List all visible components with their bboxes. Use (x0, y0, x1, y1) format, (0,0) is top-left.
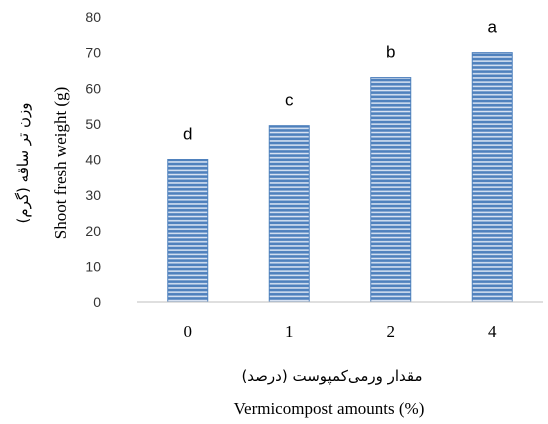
x-axis-ticks: 0 1 2 4 (184, 322, 498, 341)
bars (167, 52, 513, 303)
y-tick-label: 20 (85, 223, 101, 239)
y-tick-label: 60 (85, 80, 101, 96)
y-axis-title-en: Shoot fresh weight (g) (51, 87, 70, 240)
y-axis-ticks: 0 10 20 30 40 50 60 70 80 (85, 9, 101, 310)
x-axis-title-fa: مقدار ورمی‌کمپوست (درصد) (241, 367, 422, 386)
y-tick-label: 30 (85, 187, 101, 203)
bar-significance-label: c (285, 91, 294, 110)
bar (167, 159, 209, 303)
bar (370, 77, 412, 303)
y-tick-label: 40 (85, 152, 101, 168)
bar (471, 52, 513, 303)
x-tick-label: 4 (488, 322, 497, 341)
x-tick-label: 2 (387, 322, 396, 341)
bar-significance-label: b (386, 43, 395, 62)
bar-significance-label: d (183, 125, 192, 144)
y-tick-label: 80 (85, 9, 101, 25)
y-tick-label: 70 (85, 45, 101, 61)
x-axis-title-en: Vermicompost amounts (%) (234, 399, 425, 418)
bar-significance-label: a (488, 18, 498, 37)
x-tick-label: 0 (184, 322, 193, 341)
y-tick-label: 50 (85, 116, 101, 132)
y-tick-label: 0 (93, 294, 101, 310)
bar (268, 125, 310, 303)
x-tick-label: 1 (285, 322, 294, 341)
bar-labels: d c b a (183, 18, 498, 144)
y-tick-label: 10 (85, 258, 101, 274)
y-axis-title-fa: وزن تر ساقه (گرم) (14, 102, 32, 223)
